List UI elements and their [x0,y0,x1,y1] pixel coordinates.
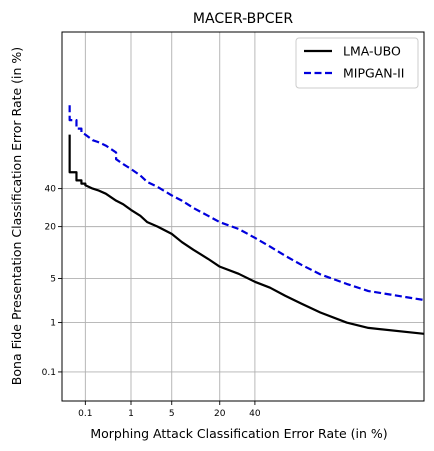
x-tick-label: 0.1 [78,409,92,419]
y-tick-label: 20 [45,223,57,233]
x-tick-label: 1 [128,409,134,419]
x-tick-label: 40 [249,409,261,419]
legend-label-lma-ubo: LMA-UBO [343,44,401,59]
grid-lines [62,32,424,401]
legend: LMA-UBO MIPGAN-II [295,37,419,89]
y-tick-label: 0.1 [42,368,56,378]
y-axis-label: Bona Fide Presentation Classification Er… [9,47,24,385]
y-tick-label: 1 [50,319,56,329]
series-line-lma-ubo [68,134,425,335]
y-tick-label: 5 [50,275,56,285]
legend-label-mipgan-ii: MIPGAN-II [343,66,404,81]
axis-ticks: 0.1 1 5 20 40 0.1 1 5 20 40 [42,185,261,419]
x-tick-label: 5 [169,409,175,419]
x-tick-label: 20 [214,409,226,419]
plot-frame [61,31,425,402]
y-tick-label: 40 [45,185,57,195]
series-lines [68,105,425,335]
x-axis-label: Morphing Attack Classification Error Rat… [90,426,387,441]
chart-title: MACER-BPCER [193,11,293,27]
series-line-mipgan-ii [68,105,425,302]
